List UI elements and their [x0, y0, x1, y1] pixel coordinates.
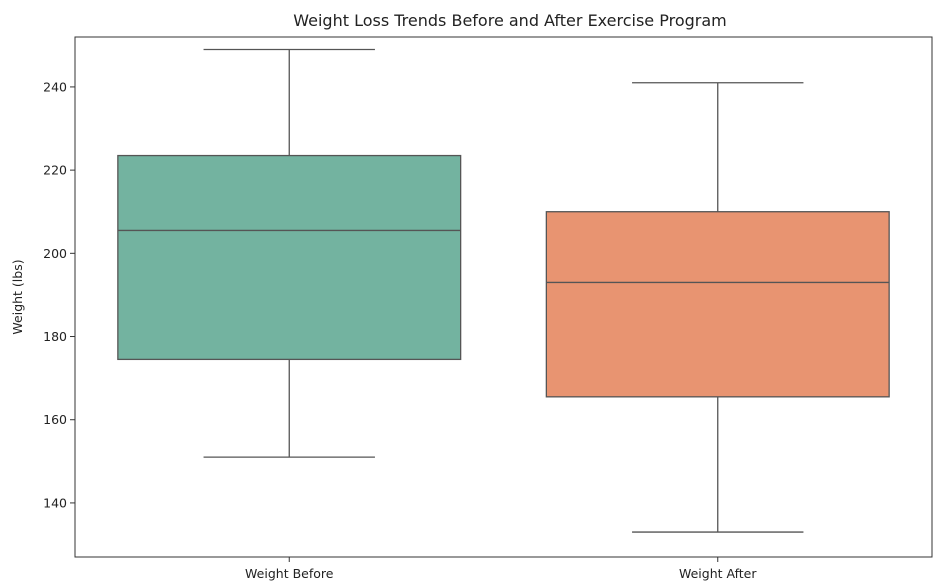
y-axis-label: Weight (lbs)	[10, 259, 25, 334]
x-tick-label: Weight After	[679, 566, 757, 581]
y-tick-label: 180	[43, 329, 67, 344]
x-tick-label: Weight Before	[245, 566, 334, 581]
iqr-box	[545, 211, 890, 398]
box-before	[117, 48, 462, 458]
x-axis: Weight Before Weight After	[245, 557, 757, 581]
box-after	[545, 82, 890, 533]
y-tick-label: 220	[43, 163, 67, 178]
iqr-box	[117, 154, 462, 361]
y-tick-label: 200	[43, 246, 67, 261]
chart-title: Weight Loss Trends Before and After Exer…	[293, 11, 726, 30]
y-tick-label: 160	[43, 412, 67, 427]
y-tick-label: 240	[43, 79, 67, 94]
box-series	[117, 48, 890, 533]
y-tick-label: 140	[43, 495, 67, 510]
plot-area	[74, 36, 933, 558]
y-axis: 140 160 180 200 220 240	[43, 79, 75, 510]
